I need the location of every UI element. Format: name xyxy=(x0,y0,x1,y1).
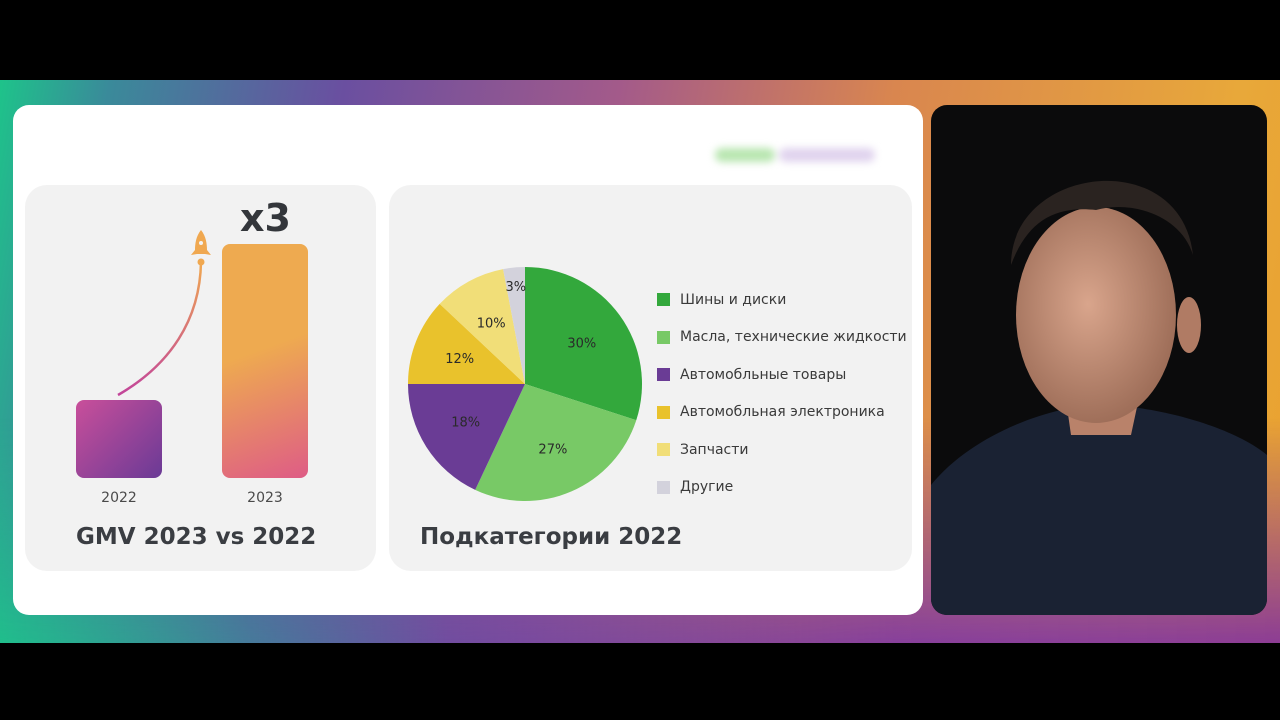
legend-item: Шины и диски xyxy=(657,281,907,319)
pie-slice xyxy=(475,384,637,501)
pie-slice xyxy=(439,269,525,384)
blurred-logo xyxy=(715,148,875,162)
legend-swatch xyxy=(657,443,670,457)
bar-2022 xyxy=(76,400,162,478)
legend-item: Автомобльная электроника xyxy=(657,394,907,432)
multiplier-label: x3 xyxy=(240,196,291,240)
pie-data-label: 10% xyxy=(477,316,506,331)
pie-data-label: 3% xyxy=(505,280,526,295)
legend-item: Запчасти xyxy=(657,431,907,469)
pie-slice xyxy=(408,384,525,490)
legend-swatch xyxy=(657,293,670,307)
rocket-icon xyxy=(191,230,211,266)
legend-swatch xyxy=(657,405,670,419)
speaker-video xyxy=(931,105,1267,615)
legend-swatch xyxy=(657,480,670,494)
legend-label: Автомобльные товары xyxy=(680,366,847,383)
pie-data-label: 27% xyxy=(538,442,567,457)
pie-data-label: 30% xyxy=(567,337,596,352)
pie-chart: 30% 27% 18% 12% 10% 3% xyxy=(408,267,642,501)
pie-slice xyxy=(408,303,525,384)
pie-slice xyxy=(525,267,642,421)
gmv-title: GMV 2023 vs 2022 xyxy=(76,524,317,550)
pie-title: Подкатегории 2022 xyxy=(420,524,683,550)
legend-label: Масла, технические жидкости xyxy=(680,329,907,346)
legend-label: Другие xyxy=(680,479,734,496)
pie-slice xyxy=(503,267,525,384)
bar-label: 2023 xyxy=(247,490,283,506)
legend-swatch xyxy=(657,368,670,382)
pie-legend: Шины и диски Масла, технические жидкости А… xyxy=(657,281,907,506)
bar-label: 2022 xyxy=(101,490,137,506)
pie-data-label: 18% xyxy=(451,416,480,431)
bar-2023 xyxy=(222,244,308,478)
legend-item: Масла, технические жидкости xyxy=(657,319,907,357)
legend-label: Автомобльная электроника xyxy=(680,404,885,421)
legend-item: Автомобльные товары xyxy=(657,356,907,394)
speaker-image xyxy=(931,180,1267,615)
legend-item: Другие xyxy=(657,469,907,507)
growth-arrow xyxy=(117,230,211,397)
legend-label: Запчасти xyxy=(680,441,749,458)
legend-label: Шины и диски xyxy=(680,291,787,308)
pie-data-label: 12% xyxy=(445,352,474,367)
legend-swatch xyxy=(657,330,670,344)
